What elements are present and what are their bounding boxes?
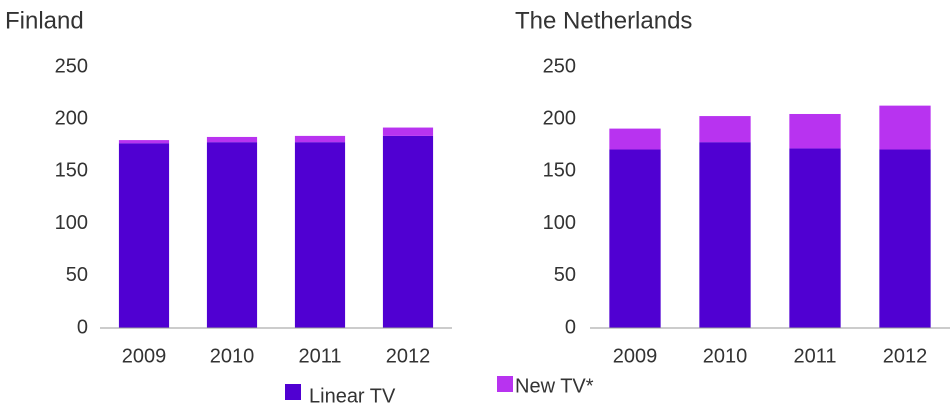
legend-label: New TV* xyxy=(515,375,594,397)
legend-label: Linear TV xyxy=(309,385,396,407)
y-tick-label: 250 xyxy=(543,55,576,77)
y-tick-label: 0 xyxy=(77,316,88,338)
bar-segment xyxy=(118,143,170,328)
x-tick-label: 2011 xyxy=(793,345,836,367)
x-tick-label: 2009 xyxy=(122,345,167,367)
bar-segment xyxy=(699,116,751,143)
chart-title: Finland xyxy=(5,7,84,34)
x-tick-label: 2012 xyxy=(386,345,431,367)
bar-segment xyxy=(789,148,841,328)
y-tick-label: 150 xyxy=(55,160,88,182)
x-tick-label: 2012 xyxy=(883,345,928,367)
y-tick-label: 200 xyxy=(543,107,576,129)
chart-title: The Netherlands xyxy=(515,7,692,34)
bar-segment xyxy=(118,140,170,144)
x-tick-label: 2010 xyxy=(210,345,255,367)
bar-segment xyxy=(294,142,346,328)
legend-swatch xyxy=(285,384,301,400)
legend-swatch xyxy=(497,376,513,392)
bar-segment xyxy=(879,149,931,328)
y-tick-label: 200 xyxy=(55,107,88,129)
bar-segment xyxy=(206,136,258,143)
y-tick-label: 100 xyxy=(543,212,576,234)
y-tick-label: 100 xyxy=(55,212,88,234)
bar-segment xyxy=(206,142,258,328)
x-tick-label: 2009 xyxy=(613,345,658,367)
y-tick-label: 50 xyxy=(554,264,576,286)
bar-segment xyxy=(294,135,346,143)
y-tick-label: 50 xyxy=(66,264,88,286)
x-tick-label: 2010 xyxy=(703,345,748,367)
bar-segment xyxy=(609,128,661,150)
bar-segment xyxy=(382,135,434,328)
y-tick-label: 0 xyxy=(565,316,576,338)
bar-segment xyxy=(699,142,751,328)
bar-segment xyxy=(789,113,841,149)
x-tick-label: 2011 xyxy=(298,345,341,367)
bar-segment xyxy=(879,105,931,150)
y-tick-label: 150 xyxy=(543,160,576,182)
bar-segment xyxy=(609,149,661,328)
bar-segment xyxy=(382,127,434,136)
y-tick-label: 250 xyxy=(55,55,88,77)
